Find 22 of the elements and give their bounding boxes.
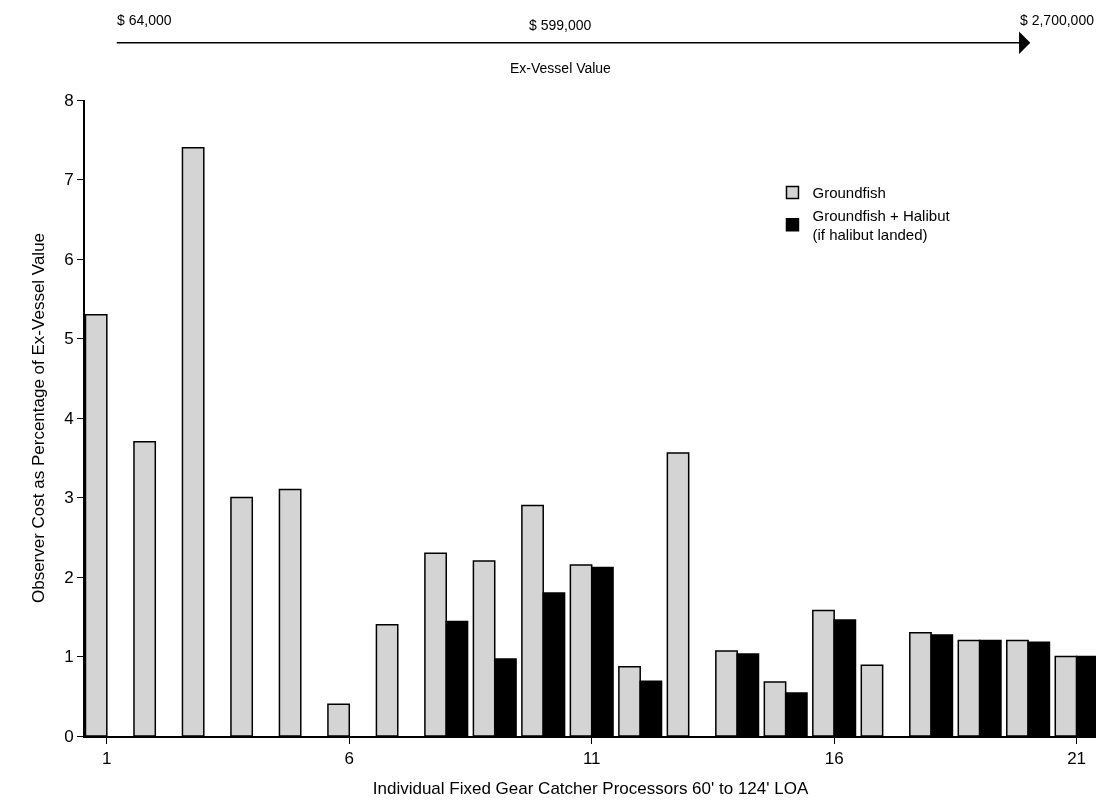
y-tick-label: 0 — [64, 726, 74, 746]
x-axis-title: Individual Fixed Gear Catcher Processors 60' to 124' LOA — [372, 779, 809, 799]
legend-label: Groundfish + Halibut (if halibut landed) — [812, 206, 951, 244]
x-tick-label: 11 — [582, 749, 601, 769]
text: $ 599,000 — [529, 17, 592, 33]
y-axis-title: Observer Cost as Percentage of Ex-Vessel Value — [29, 232, 49, 604]
text: $ 64,000 — [117, 12, 172, 28]
x-tick-label: 1 — [102, 749, 112, 769]
y-tick-label: 3 — [64, 488, 74, 508]
text: Ex-Vessel Value — [510, 60, 612, 76]
x-tick-label: 16 — [824, 749, 844, 769]
text: $ 2,700,000 — [1020, 12, 1095, 28]
y-tick-label: 5 — [64, 329, 74, 349]
y-tick-label: 4 — [64, 408, 74, 428]
x-tick-label: 21 — [1067, 749, 1087, 769]
y-tick-label: 7 — [64, 170, 74, 190]
y-tick-label: 8 — [64, 90, 74, 110]
y-tick-label: 1 — [64, 647, 74, 667]
y-tick-label: 6 — [64, 249, 74, 269]
y-tick-label: 2 — [64, 567, 74, 587]
x-tick-label: 6 — [344, 749, 354, 769]
legend-label: Groundfish — [812, 184, 886, 202]
